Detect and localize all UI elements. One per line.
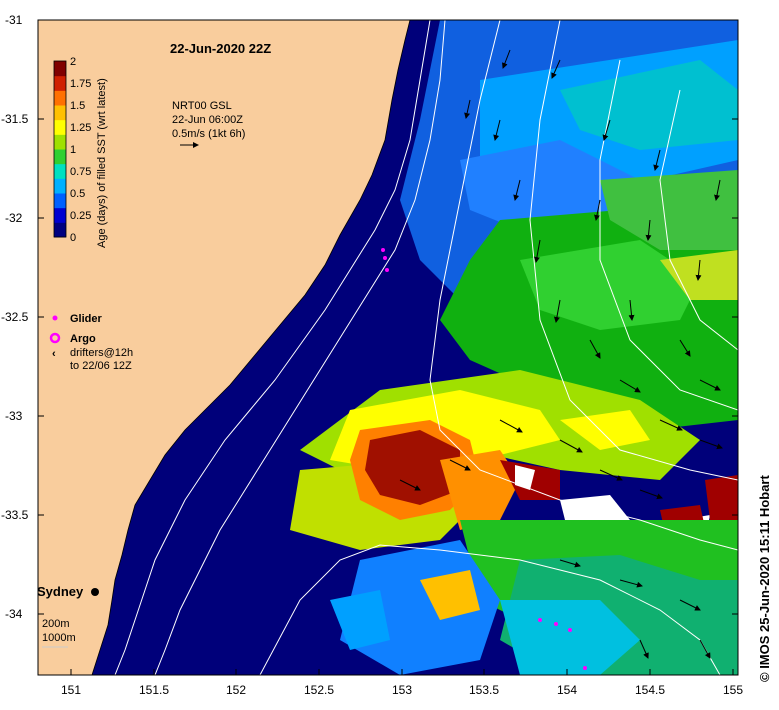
x-tick-label: 153.5 — [469, 683, 499, 697]
x-tick-label: 153 — [392, 683, 412, 697]
colorbar-tick: 1.75 — [70, 78, 91, 90]
depth-legend: 200m 1000m — [42, 618, 76, 648]
place-label-sydney: Sydney — [37, 584, 84, 599]
colorbar-swatch — [54, 207, 66, 223]
bathymetry-contours — [114, 20, 738, 675]
y-tick-label: -34 — [5, 607, 23, 621]
map-area — [38, 20, 738, 675]
credit-text: © IMOS 25-Jun-2020 15:11 Hobart — [757, 475, 772, 682]
x-tick-label: 152 — [226, 683, 246, 697]
depth-label: 1000m — [42, 632, 76, 644]
y-tick-label: -33 — [5, 409, 23, 423]
colorbar-swatch — [54, 75, 66, 91]
drifter-markers — [538, 618, 587, 670]
colorbar-swatch — [54, 222, 66, 238]
x-tick-label: 152.5 — [304, 683, 334, 697]
current-info-line3: 0.5m/s (1kt 6h) — [172, 128, 245, 140]
colorbar-tick: 0.75 — [70, 166, 91, 178]
y-ticks — [38, 19, 738, 615]
colorbar-tick: 0 — [70, 232, 76, 244]
colorbar-swatch — [54, 178, 66, 194]
land-australia — [38, 20, 411, 675]
colorbar: 2 1.75 1.5 1.25 1 0.75 0.5 0.25 0 Age (d… — [53, 56, 108, 248]
colorbar-swatch — [54, 134, 66, 150]
x-tick-labels: 151 151.5 152 152.5 153 153.5 154 154.5 … — [61, 683, 743, 697]
colorbar-swatch — [54, 193, 66, 209]
current-info: NRT00 GSL 22-Jun 06:00Z 0.5m/s (1kt 6h) — [172, 100, 245, 148]
glider-markers — [381, 248, 389, 272]
colorbar-tick: 2 — [70, 56, 76, 68]
y-tick-label: -31.5 — [1, 112, 29, 126]
x-tick-label: 151 — [61, 683, 81, 697]
colorbar-tick: 1.25 — [70, 122, 91, 134]
colorbar-tick: 1 — [70, 144, 76, 156]
colorbar-swatch — [54, 149, 66, 165]
colorbar-tick: 0.25 — [70, 210, 91, 222]
sst-age-field — [290, 20, 738, 675]
map-title: 22-Jun-2020 22Z — [170, 41, 271, 56]
colorbar-tick: 0.5 — [70, 188, 85, 200]
map-frame — [37, 19, 739, 676]
platform-legend: Glider Argo ‹ drifters@12h to 22/06 12Z — [49, 313, 133, 372]
glider-legend-icon — [52, 315, 58, 321]
y-tick-label: -32.5 — [1, 310, 29, 324]
legend-drifters-1: drifters@12h — [70, 347, 133, 359]
colorbar-label: Age (days) of filled SST (wrt latest) — [96, 78, 108, 248]
y-tick-label: -32 — [5, 211, 23, 225]
argo-legend-icon — [49, 332, 61, 344]
colorbar-swatch — [54, 119, 66, 135]
x-ticks — [70, 669, 734, 675]
drifter-legend-icon: ‹ — [52, 348, 56, 360]
sydney-marker — [91, 588, 99, 596]
colorbar-swatch — [54, 105, 66, 121]
y-tick-label: -31 — [5, 13, 23, 27]
y-tick-labels: -31 -31.5 -32 -32.5 -33 -33.5 -34 — [1, 13, 29, 621]
x-tick-label: 155 — [723, 683, 743, 697]
colorbar-swatch — [54, 163, 66, 179]
colorbar-tick: 1.5 — [70, 100, 85, 112]
current-info-line2: 22-Jun 06:00Z — [172, 114, 243, 126]
legend-glider: Glider — [70, 313, 103, 325]
legend-drifters-2: to 22/06 12Z — [70, 360, 132, 372]
current-vectors — [399, 49, 723, 659]
colorbar-swatch — [54, 90, 66, 106]
y-tick-label: -33.5 — [1, 508, 29, 522]
current-info-line1: NRT00 GSL — [172, 100, 232, 112]
x-tick-label: 154 — [557, 683, 577, 697]
x-tick-label: 151.5 — [139, 683, 169, 697]
legend-argo: Argo — [70, 333, 96, 345]
depth-label: 200m — [42, 618, 70, 630]
x-tick-label: 154.5 — [635, 683, 665, 697]
colorbar-swatch — [54, 61, 66, 77]
